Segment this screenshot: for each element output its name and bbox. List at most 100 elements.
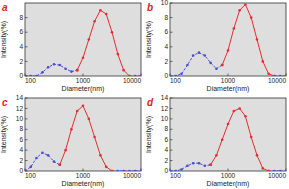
data-point [47, 154, 50, 157]
data-point [273, 75, 276, 76]
series-line [25, 64, 141, 76]
data-point [209, 163, 212, 166]
y-axis-label: Intensity(%) [145, 116, 153, 153]
x-tick-label: 100 [170, 77, 181, 84]
series-line [77, 10, 129, 76]
y-tick-label: 6 [164, 28, 168, 35]
x-tick-label: 1000 [76, 77, 91, 84]
data-point [88, 38, 91, 41]
y-tick [170, 46, 173, 47]
panel-label: a [2, 2, 8, 13]
y-tick-label: 10 [161, 0, 169, 6]
y-tick [170, 139, 173, 140]
data-point [122, 69, 125, 72]
data-point [227, 123, 230, 126]
data-point [250, 16, 253, 19]
data-point [244, 3, 247, 6]
panel: 0246810100100010000Diameter(nm)Intensity… [145, 0, 287, 93]
panel: 02468100100010000Diameter(nm)Intensity(%… [0, 2, 142, 93]
x-tick-label: 1000 [76, 172, 91, 179]
data-point [215, 67, 218, 70]
data-point [261, 167, 264, 170]
data-point [221, 138, 224, 141]
data-point [267, 73, 270, 76]
data-point [238, 9, 241, 12]
y-tick-label: 8 [19, 125, 23, 132]
data-group [25, 105, 141, 171]
y-tick [170, 98, 173, 99]
data-point [279, 75, 282, 76]
panel-label: c [2, 97, 8, 108]
data-point [285, 170, 286, 171]
data-point [111, 31, 114, 34]
data-point [192, 54, 195, 57]
data-point [273, 170, 276, 171]
x-tick-label: 100 [170, 172, 181, 179]
data-point [250, 136, 253, 139]
data-point [134, 75, 137, 76]
y-tick [25, 61, 28, 62]
data-point [35, 75, 38, 76]
y-tick [25, 118, 28, 119]
data-point [99, 154, 102, 157]
y-tick-label: 4 [164, 43, 168, 50]
y-tick-label: 0 [19, 167, 23, 174]
data-point [273, 75, 276, 76]
x-tick-label: 10000 [123, 77, 141, 84]
data-point [140, 170, 141, 171]
y-axis-label: Intensity(%) [0, 116, 8, 153]
y-tick [170, 17, 173, 18]
y-tick-label: 10 [161, 115, 169, 122]
data-point [233, 27, 236, 30]
y-tick-label: 0 [164, 72, 168, 79]
data-point [209, 163, 212, 166]
data-point [256, 38, 259, 41]
y-tick-label: 8 [164, 125, 168, 132]
y-tick-label: 10 [16, 115, 24, 122]
data-point [53, 63, 56, 66]
data-point [41, 71, 44, 74]
x-axis-label: Diameter(nm) [62, 180, 105, 188]
x-axis-label: Diameter(nm) [62, 85, 105, 93]
data-point [175, 75, 178, 76]
data-point [58, 64, 61, 67]
x-tick-label: 10000 [123, 172, 141, 179]
data-point [58, 163, 61, 166]
x-tick [83, 74, 84, 77]
data-point [180, 73, 183, 76]
data-point [215, 154, 218, 157]
y-tick [25, 17, 28, 18]
data-point [64, 67, 67, 70]
plot-area [25, 3, 141, 76]
series-line [211, 108, 269, 171]
data-point [203, 164, 206, 167]
y-tick [170, 129, 173, 130]
panel-label: b [147, 2, 153, 13]
y-tick [25, 139, 28, 140]
y-tick [170, 108, 173, 109]
y-tick-label: 4 [19, 43, 23, 50]
data-point [238, 107, 241, 110]
data-point [53, 160, 56, 163]
x-tick [228, 169, 229, 172]
x-tick [83, 169, 84, 172]
data-point [25, 170, 26, 171]
data-point [41, 151, 44, 154]
y-tick-label: 2 [19, 157, 23, 164]
plot-area [170, 98, 286, 171]
panel: 02468101214100100010000Diameter(nm)Inten… [145, 94, 287, 188]
x-tick-label: 100 [25, 172, 36, 179]
data-group [25, 9, 141, 76]
data-point [70, 128, 73, 131]
data-point [267, 170, 270, 171]
data-point [209, 62, 212, 65]
y-tick-label: 14 [16, 94, 24, 101]
series-line [60, 106, 112, 171]
x-axis-label: Diameter(nm) [207, 180, 250, 188]
data-point [186, 164, 189, 167]
data-point [128, 75, 131, 76]
data-point [198, 51, 201, 54]
y-tick-label: 14 [161, 94, 169, 101]
data-point [99, 9, 102, 12]
y-tick [25, 98, 28, 99]
